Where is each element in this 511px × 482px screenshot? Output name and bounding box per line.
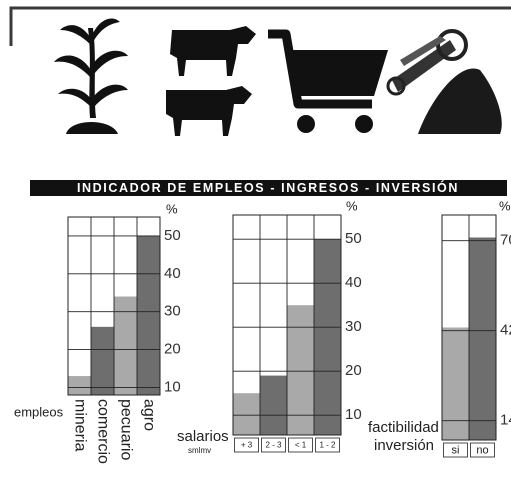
x-tick-label: mineria [71,399,88,452]
page: INDICADOR DE EMPLEOS - INGRESOS - INVERS… [0,0,511,482]
y-tick-label: 70 [500,232,511,249]
x-tick-label: < 1 [295,441,307,450]
chart-label: salarios [177,428,229,445]
chart-label: factibilidad [368,419,439,436]
y-tick-label: 20 [164,341,181,358]
y-tick-label: 40 [345,274,362,291]
cow-icon [166,26,256,136]
x-tick-label: si [452,444,460,456]
bar [469,238,496,441]
unit-label: % [166,201,178,216]
banner-title: INDICADOR DE EMPLEOS - INGRESOS - INVERS… [77,180,459,195]
y-tick-label: 40 [164,265,181,282]
cart-icon [268,34,388,133]
chart-note: smlmv [188,446,211,455]
y-tick-label: 42 [500,322,511,339]
y-tick-label: 14 [500,412,511,429]
unit-label: % [499,198,511,213]
y-tick-label: 50 [345,230,362,247]
bar [260,376,287,435]
y-tick-label: 30 [164,303,181,320]
x-tick-label: + 3 [241,441,253,450]
y-tick-label: 10 [164,378,181,395]
bar [91,327,114,395]
x-tick-label: agro [140,399,157,431]
x-tick-label: comercio [94,399,111,464]
chart-label: inversión [374,437,434,454]
chart-label: empleos [14,404,64,419]
conveyor-icon [388,31,502,134]
plant-icon [54,18,128,134]
unit-label: % [346,198,358,213]
y-tick-label: 30 [345,318,362,335]
y-tick-label: 50 [164,227,181,244]
x-tick-label: 2 - 3 [265,441,282,450]
y-tick-label: 20 [345,362,362,379]
y-tick-label: 10 [345,406,362,423]
x-tick-label: 1 - 2 [319,441,336,450]
bar [442,328,469,441]
x-tick-label: no [476,444,488,456]
bar [68,376,91,395]
bar [137,236,160,395]
bar [233,393,260,435]
x-tick-label: pecuario [117,399,134,460]
bar [314,239,341,435]
